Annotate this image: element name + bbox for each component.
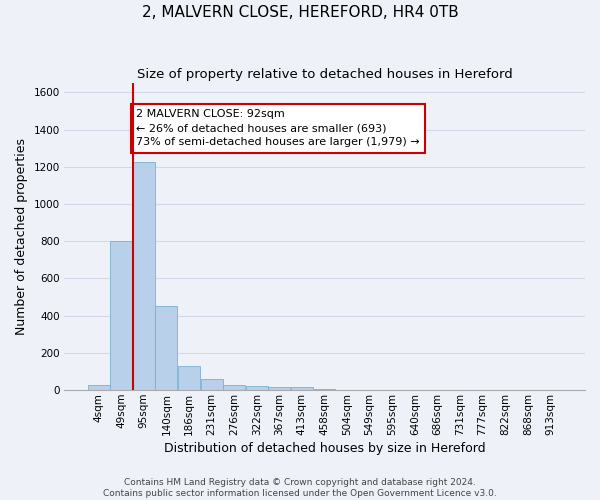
Bar [155,306,178,390]
Bar [291,388,313,390]
Bar [223,386,245,390]
Text: 2 MALVERN CLOSE: 92sqm
← 26% of detached houses are smaller (693)
73% of semi-de: 2 MALVERN CLOSE: 92sqm ← 26% of detached… [136,109,420,147]
Bar [268,388,290,390]
Bar [314,389,335,390]
Text: Contains HM Land Registry data © Crown copyright and database right 2024.
Contai: Contains HM Land Registry data © Crown c… [103,478,497,498]
Bar [246,386,268,390]
Bar [200,379,223,390]
Bar [178,366,200,390]
Title: Size of property relative to detached houses in Hereford: Size of property relative to detached ho… [137,68,512,80]
Y-axis label: Number of detached properties: Number of detached properties [15,138,28,335]
Text: 2, MALVERN CLOSE, HEREFORD, HR4 0TB: 2, MALVERN CLOSE, HEREFORD, HR4 0TB [142,5,458,20]
Bar [88,386,110,390]
X-axis label: Distribution of detached houses by size in Hereford: Distribution of detached houses by size … [164,442,485,455]
Bar [133,162,155,390]
Bar [110,242,132,390]
